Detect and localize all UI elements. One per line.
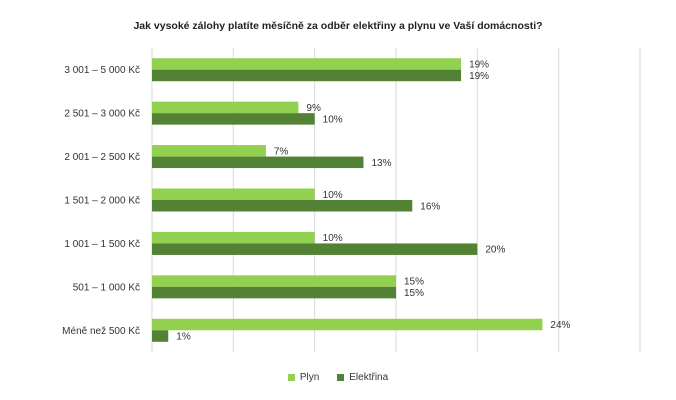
bar-plyn [152,231,315,244]
bar-elektrina [152,113,315,125]
legend-item-plyn: Plyn [287,372,320,383]
category-label: 1 501 – 2 000 Kč [64,196,140,207]
data-label: 19% [469,71,489,82]
data-label: 9% [306,103,321,114]
data-label: 7% [274,146,289,157]
data-label: 16% [420,201,440,212]
legend-swatch-elektrina [337,374,345,381]
data-label: 10% [323,233,343,244]
bar-elektrina [152,286,396,299]
bar-plyn [152,318,543,331]
bar-plyn [152,188,315,200]
category-label: 1 001 – 1 500 Kč [64,239,140,250]
bar-plyn [152,58,462,70]
bar-plyn [152,101,299,114]
bar-elektrina [152,200,413,212]
bar-plyn [152,275,396,287]
legend-item-elektrina: Elektřina [337,372,388,383]
data-label: 15% [404,277,424,288]
data-label: 20% [485,245,505,256]
data-label: 15% [404,288,424,299]
data-label: 24% [550,320,570,331]
chart-title: Jak vysoké zálohy platíte měsíčně za odb… [133,20,543,32]
bar-elektrina [152,330,169,342]
legend-label-elektrina: Elektřina [349,372,389,383]
category-label: 3 001 – 5 000 Kč [64,65,140,76]
bar-elektrina [152,243,478,255]
bar-plyn [152,145,266,157]
legend-label-plyn: Plyn [299,372,320,383]
data-label: 10% [323,114,343,125]
bar-elektrina [152,156,364,169]
category-label: 2 001 – 2 500 Kč [64,152,140,163]
category-label: 501 – 1 000 Kč [73,282,140,293]
data-label: 19% [469,59,489,70]
category-label: Méně než 500 Kč [62,326,140,337]
legend-swatch-plyn [287,374,295,381]
data-label: 1% [176,332,191,343]
category-label: 2 501 – 3 000 Kč [64,109,140,120]
data-label: 10% [323,190,343,201]
bar-elektrina [152,69,462,82]
legend: Plyn Elektřina [0,372,676,383]
data-label: 13% [371,158,391,169]
